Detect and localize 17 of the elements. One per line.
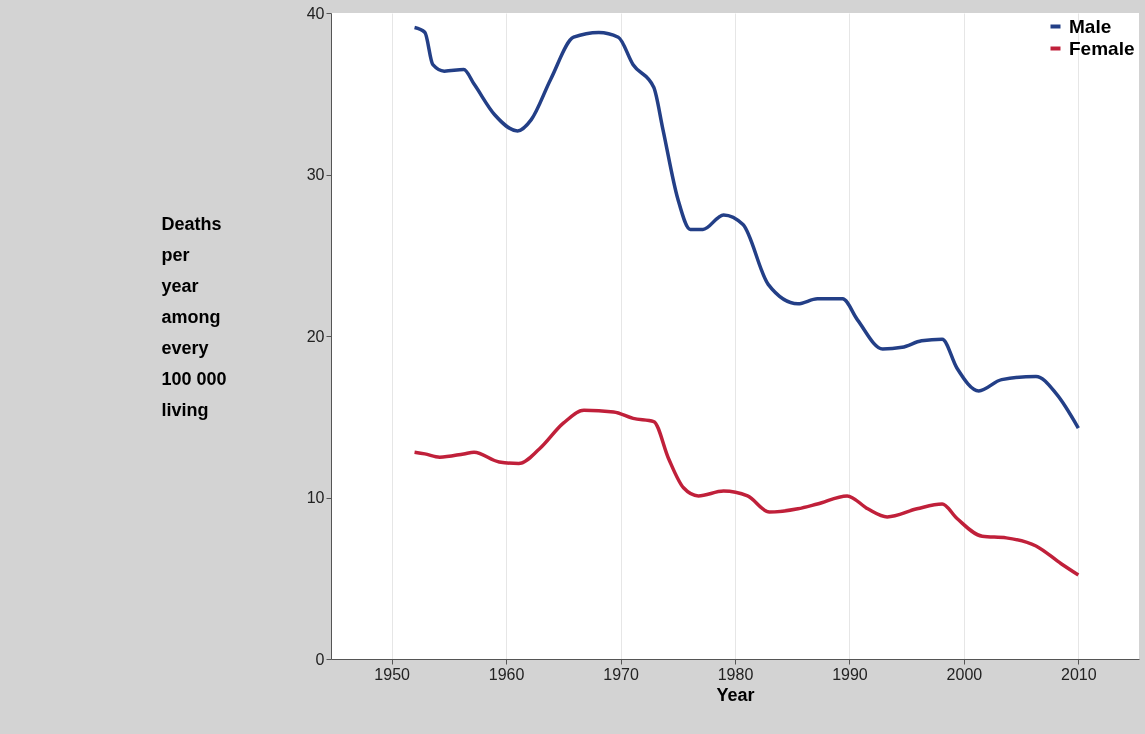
- y-tick-label: 10: [306, 489, 325, 506]
- y-axis-title: Deaths per year among every 100 000 living: [161, 213, 227, 420]
- x-tick-label: 1970: [603, 665, 639, 683]
- x-tick-label: 1990: [832, 665, 868, 683]
- y-tick-label: 20: [306, 327, 325, 345]
- y-tick-label: 40: [306, 4, 325, 22]
- line-series: [412, 408, 1081, 577]
- x-tick-label: 1960: [488, 665, 525, 683]
- y-tick-label: 0: [315, 650, 325, 668]
- legend-label: Male: [1069, 15, 1112, 37]
- x-tick-label: 1980: [717, 665, 754, 683]
- y-tick-label: 30: [306, 166, 325, 183]
- x-axis-title: Year: [716, 684, 755, 705]
- legend-label: Female: [1069, 37, 1135, 59]
- x-tick-label: 1950: [374, 665, 411, 683]
- x-tick-label: 2010: [1061, 665, 1097, 683]
- x-tick-label: 2000: [946, 665, 983, 683]
